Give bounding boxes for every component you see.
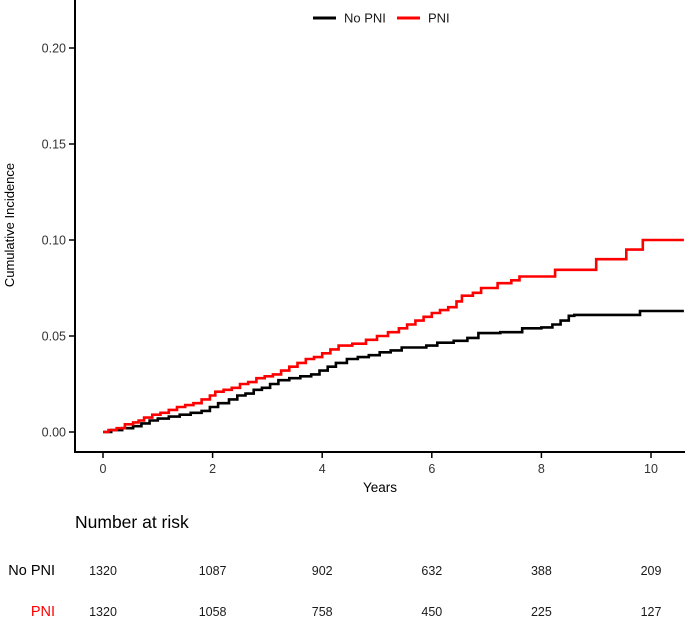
risk-count: 1087 bbox=[198, 564, 227, 578]
risk-count: 225 bbox=[530, 605, 552, 619]
risk-count: 1058 bbox=[198, 605, 227, 619]
curve-no-pni bbox=[103, 309, 684, 434]
risk-count: 902 bbox=[311, 564, 333, 578]
x-tick-label: 10 bbox=[644, 462, 658, 476]
risk-row-label-pni: PNI bbox=[30, 604, 55, 620]
y-axis-title: Cumulative Incidence bbox=[2, 163, 17, 287]
risk-row-label-no-pni: No PNI bbox=[8, 563, 55, 579]
risk-values-pni: 1320 1058 758 450 225 127 bbox=[0, 603, 685, 621]
risk-count: 450 bbox=[421, 605, 443, 619]
series-curves bbox=[103, 238, 684, 434]
y-tick-label: 0.10 bbox=[42, 234, 66, 248]
x-tick-label: 0 bbox=[100, 462, 107, 476]
risk-values-no-pni: 1320 1087 902 632 388 209 bbox=[0, 562, 685, 580]
x-tick-label: 2 bbox=[209, 462, 216, 476]
risk-count: 632 bbox=[421, 564, 443, 578]
x-tick-label: 6 bbox=[428, 462, 435, 476]
x-axis-title: Years bbox=[363, 480, 397, 495]
legend: No PNI PNI bbox=[313, 11, 450, 26]
x-tick-label: 4 bbox=[319, 462, 326, 476]
risk-count: 209 bbox=[640, 564, 662, 578]
risk-row-pni: PNI 1320 1058 758 450 225 127 bbox=[0, 603, 685, 621]
risk-row-no-pni: No PNI 1320 1087 902 632 388 209 bbox=[0, 562, 685, 580]
x-tick-label: 8 bbox=[538, 462, 545, 476]
risk-count: 388 bbox=[530, 564, 552, 578]
y-tick-label: 0.20 bbox=[42, 42, 66, 56]
risk-count: 758 bbox=[311, 605, 333, 619]
y-tick-label: 0.05 bbox=[42, 330, 66, 344]
number-at-risk-title: Number at risk bbox=[75, 512, 189, 532]
risk-count: 1320 bbox=[89, 605, 117, 619]
risk-count: 127 bbox=[640, 605, 662, 619]
legend-label-pni: PNI bbox=[428, 11, 450, 26]
chart-svg: No PNI PNI 0.00 0.05 0.10 0.15 0.20 0 2 4 6 8 10 Y… bbox=[2, 0, 685, 495]
y-tick-label: 0.00 bbox=[42, 426, 66, 440]
y-tick-label: 0.15 bbox=[42, 138, 66, 152]
curve-pni bbox=[103, 238, 684, 434]
legend-label-no-pni: No PNI bbox=[344, 11, 386, 26]
axes: 0.00 0.05 0.10 0.15 0.20 0 2 4 6 8 10 bbox=[42, 0, 685, 476]
axis-spine bbox=[74, 0, 685, 453]
risk-count: 1320 bbox=[89, 564, 117, 578]
